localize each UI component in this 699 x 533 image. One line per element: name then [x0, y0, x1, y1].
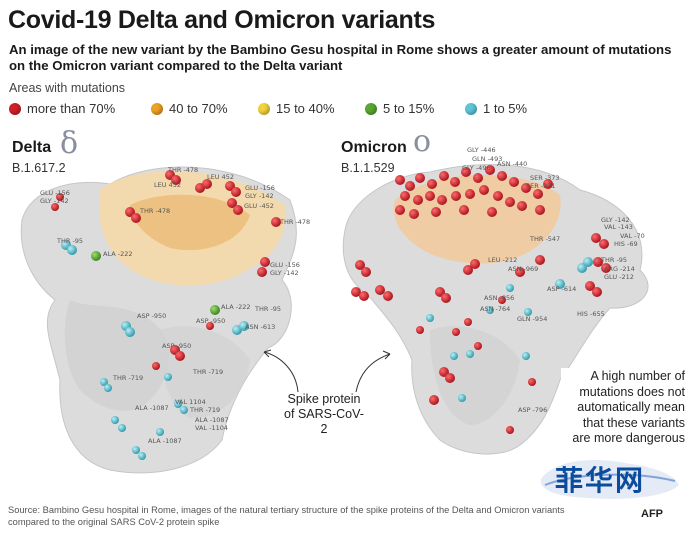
residue-label: GLU -212: [604, 273, 634, 281]
legend-heading: Areas with mutations: [9, 81, 126, 95]
residue-label: ALA -222: [221, 303, 250, 311]
residue-label: GLU -156: [245, 184, 275, 192]
legend-item-15-to-40: 15 to 40%: [258, 101, 335, 116]
legend-item-5-to-15: 5 to 15%: [365, 101, 434, 116]
residue-label: VAL -1104: [195, 424, 228, 432]
residue-label: GLY -142: [245, 192, 274, 200]
residue-label: GLY -142: [601, 216, 630, 224]
spike-protein-callout: Spike protein of SARS-CoV-2: [284, 392, 364, 436]
legend-dot-cyan: [465, 102, 477, 115]
residue-label: VAL -70: [620, 232, 645, 240]
omicron-mutation-spheres: [351, 165, 611, 434]
residue-label: THR -95: [56, 237, 83, 245]
legend-dot-green: [365, 102, 377, 115]
residue-label: ASP -796: [518, 406, 547, 414]
residue-label: THR -95: [254, 305, 281, 313]
residue-label: SER -371: [526, 182, 556, 190]
delta-residue-labels: THR -478 LEU 452 LEU 452 GLU -156 GLY -1…: [40, 166, 310, 445]
residue-label: ALA -1087: [195, 416, 229, 424]
source-note: Source: Bambino Gesu hospital in Rome, i…: [8, 505, 565, 527]
residue-label: LEU 452: [207, 173, 234, 181]
residue-label: THR -719: [189, 406, 220, 414]
residue-label: VAL -143: [604, 223, 633, 231]
delta-lineage: B.1.617.2: [12, 161, 66, 175]
residue-label: ASP -950: [162, 342, 191, 350]
residue-label: ASN -856: [484, 294, 514, 302]
omicron-lineage: B.1.1.529: [341, 161, 395, 175]
residue-label: GLY -142: [270, 269, 299, 277]
page-title: Covid-19 Delta and Omicron variants: [8, 6, 436, 34]
residue-label: HIS -69: [614, 240, 638, 248]
residue-label: THR -478: [279, 218, 310, 226]
residue-label: GLN -954: [517, 315, 547, 323]
residue-label: THR -478: [139, 207, 170, 215]
residue-label: ASP -950: [137, 312, 166, 320]
residue-label: ASP -950: [196, 317, 225, 325]
legend-label: more than 70%: [27, 101, 116, 116]
callout-arrows: [263, 349, 391, 393]
omicron-name: Omicron: [341, 139, 407, 156]
watermark-logo: [540, 460, 679, 499]
residue-label: THR -478: [167, 166, 198, 174]
residue-label: VAL 1104: [175, 398, 206, 406]
residue-label: SER -373: [530, 174, 560, 182]
residue-label: ASP -614: [547, 285, 576, 293]
legend-label: 40 to 70%: [169, 101, 228, 116]
residue-label: GLY -142: [40, 197, 69, 205]
residue-label: ARG -214: [604, 265, 635, 273]
residue-label: GLU -452: [244, 202, 274, 210]
residue-label: GLN -493: [472, 155, 502, 163]
credit-logo: AFP: [641, 508, 663, 520]
residue-label: ASN -613: [245, 323, 275, 331]
delta-symbol: δ: [60, 126, 79, 161]
omicron-spike-protein: [342, 164, 649, 455]
legend-item-more-than-70: more than 70%: [9, 101, 115, 116]
residue-label: ASN -440: [497, 160, 527, 168]
residue-label: LEU -212: [488, 256, 517, 264]
residue-label: GLY -496: [462, 164, 491, 172]
watermark-text: 菲华网: [555, 464, 646, 497]
omicron-residue-labels: GLY -446 GLN -493 ASN -440 GLY -496 SER …: [462, 146, 645, 414]
residue-label: ASN -764: [480, 305, 510, 313]
residue-label: THR -547: [529, 235, 560, 243]
residue-label: THR -719: [192, 368, 223, 376]
residue-label: GLU -156: [270, 261, 300, 269]
residue-label: ASN -969: [508, 265, 538, 273]
legend-label: 5 to 15%: [383, 101, 435, 116]
legend-label: 1 to 5%: [483, 101, 528, 116]
page-subtitle: An image of the new variant by the Bambi…: [9, 42, 672, 73]
delta-name: Delta: [12, 139, 52, 156]
residue-label: LEU 452: [154, 181, 181, 189]
residue-label: ALA -1087: [148, 437, 182, 445]
residue-label: HIS -655: [577, 310, 605, 318]
residue-label: ALA -222: [103, 250, 132, 258]
residue-label: THR -95: [600, 256, 627, 264]
delta-spike-protein: [20, 166, 297, 474]
legend-item-40-to-70: 40 to 70%: [151, 101, 228, 116]
residue-label: GLU -156: [40, 189, 70, 197]
residue-label: GLY -446: [467, 146, 496, 154]
legend-dot-yellow: [258, 102, 270, 115]
delta-mutation-spheres: [51, 170, 281, 460]
legend-item-1-to-5: 1 to 5%: [465, 101, 527, 116]
legend-dot-red: [9, 102, 21, 115]
disclaimer-note: A high number of mutations does not auto…: [561, 368, 689, 449]
legend-dot-orange: [151, 102, 163, 115]
omicron-symbol: ο: [413, 124, 432, 159]
residue-label: ALA -1087: [135, 404, 169, 412]
residue-label: THR -719: [112, 374, 143, 382]
legend-label: 15 to 40%: [276, 101, 335, 116]
